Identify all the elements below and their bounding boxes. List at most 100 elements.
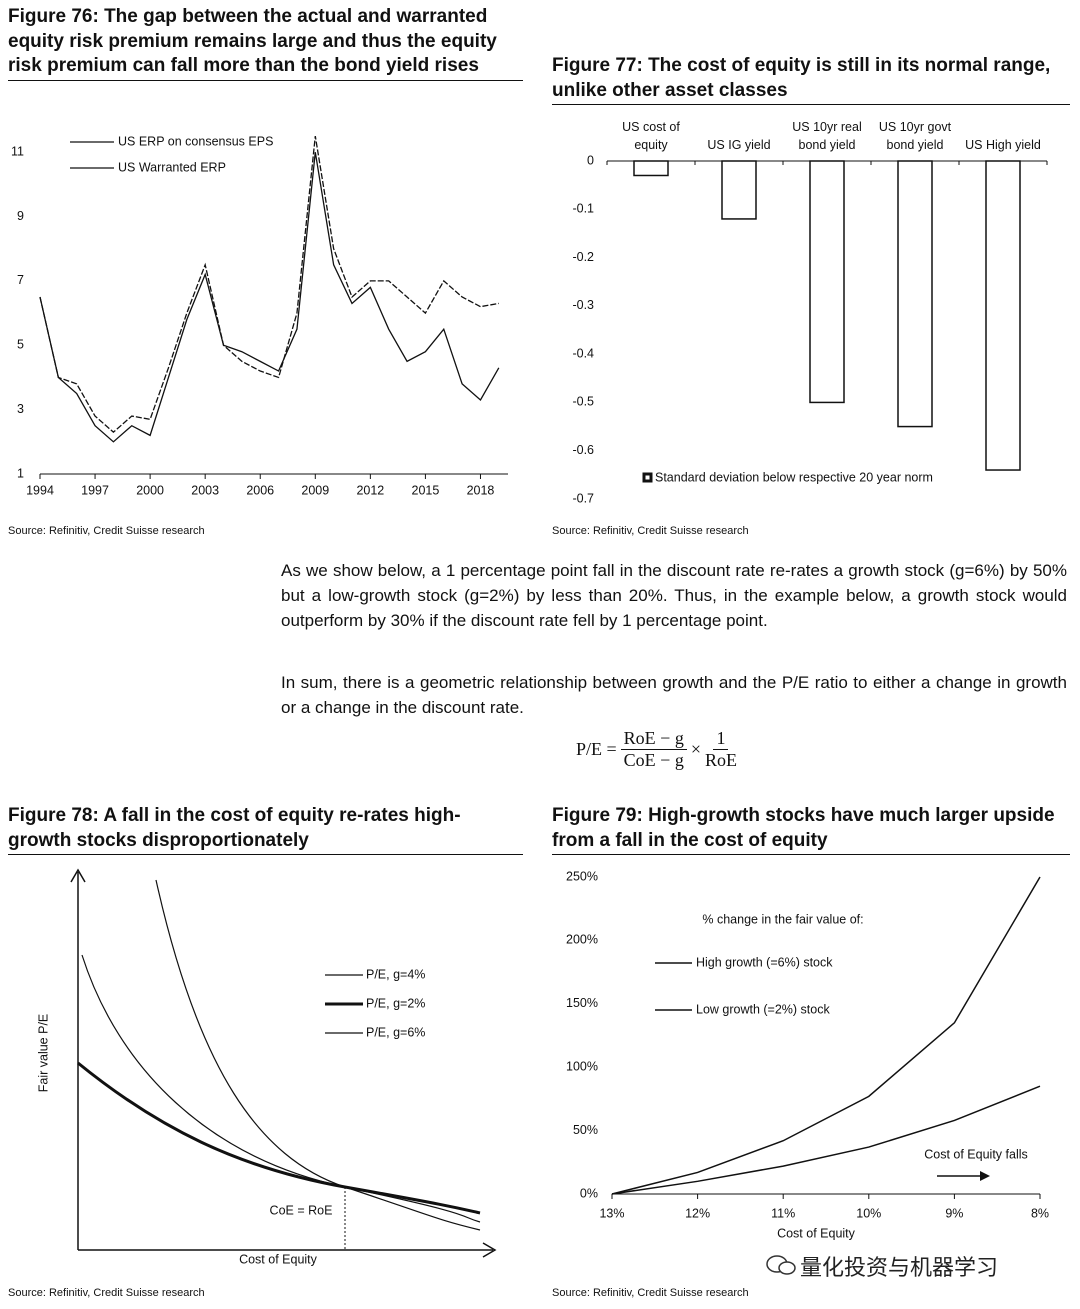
denominator: RoE <box>704 750 737 770</box>
paragraph: As we show below, a 1 percentage point f… <box>281 561 1067 630</box>
curve <box>155 879 481 1231</box>
y-tick-label: 50% <box>573 1123 598 1137</box>
x-tick-label-box: US 10yr govt bond yield <box>878 120 952 152</box>
y-tick-label: 200% <box>566 933 598 947</box>
x-tick-label: 2006 <box>246 483 274 497</box>
legend-label: US ERP on consensus EPS <box>118 134 273 148</box>
x-tick-label: 2000 <box>136 483 164 497</box>
y-tick-label: 250% <box>566 869 598 883</box>
y-tick-label: -0.2 <box>572 250 594 264</box>
denominator: CoE − g <box>623 750 684 770</box>
x-axis-label: Cost of Equity <box>239 1252 318 1266</box>
x-tick-label: US High yield <box>965 138 1041 152</box>
arrow-head <box>482 1242 497 1258</box>
figure-title: Figure 76: The gap between the actual an… <box>8 5 523 81</box>
y-tick-label: 3 <box>17 402 24 416</box>
y-tick-label: -0.6 <box>572 443 594 457</box>
chart: 0 -0.1 -0.2 -0.3 -0.4 -0.5 -0.6 -0.7 US cost of … <box>572 120 1048 505</box>
arrow-head <box>70 868 86 883</box>
watermark-icon <box>766 1255 796 1275</box>
y-tick-label: 5 <box>17 338 24 352</box>
y-tick-label: 7 <box>17 273 24 287</box>
x-tick-label: 2012 <box>356 483 384 497</box>
figure-title: Figure 77: The cost of equity is still i… <box>552 54 1070 105</box>
bar <box>633 160 669 177</box>
line <box>39 152 500 443</box>
x-tick-label: US IG yield <box>707 138 771 152</box>
y-tick-label: 9 <box>17 209 24 223</box>
legend-label: Standard deviation below respective 20 y… <box>655 470 933 484</box>
source: Source: Refinitiv, Credit Suisse researc… <box>552 525 749 537</box>
x-tick-label: 2015 <box>412 483 440 497</box>
arrow-head <box>980 1171 990 1181</box>
x-tick-label: 11% <box>771 1206 795 1220</box>
operator: × <box>690 739 701 759</box>
y-tick-label: 100% <box>566 1059 598 1073</box>
x-tick-label: 8% <box>1031 1206 1049 1220</box>
x-tick-label: US 10yr real bond yield <box>792 120 862 152</box>
formula: P/E = RoE − g CoE − g × 1 RoE <box>576 728 741 771</box>
x-tick-label: 2009 <box>301 483 329 497</box>
formula-lhs: P/E = <box>576 739 617 759</box>
legend-label: P/E, g=6% <box>366 1025 425 1039</box>
source: Source: Refinitiv, Credit Suisse researc… <box>8 525 205 537</box>
source: Source: Refinitiv, Credit Suisse researc… <box>552 1287 749 1299</box>
bar <box>809 160 845 404</box>
x-tick-label: 10% <box>856 1206 881 1220</box>
y-tick-label: -0.3 <box>572 298 594 312</box>
chart: 1994 1997 2000 2003 2006 2009 2012 2015 2018 1 3 5 7… <box>11 134 508 497</box>
paragraph: In sum, there is a geometric relationshi… <box>281 673 1067 717</box>
y-tick-label: 150% <box>566 996 598 1010</box>
y-tick-label: -0.4 <box>572 346 594 360</box>
legend-swatch <box>642 472 653 483</box>
x-tick-label: 2018 <box>467 483 495 497</box>
legend-label: US Warranted ERP <box>118 160 226 174</box>
annotation: Cost of Equity falls <box>924 1147 1028 1161</box>
figure-title: Figure 79: High-growth stocks have much … <box>552 804 1070 855</box>
x-tick-label: 9% <box>945 1206 963 1220</box>
x-tick-label: US cost of equity <box>622 120 680 152</box>
fraction: 1 RoE <box>705 728 737 771</box>
x-tick-label: 1994 <box>26 483 54 497</box>
x-tick-label-box: US IG yield <box>707 138 771 152</box>
legend-label: P/E, g=4% <box>366 967 425 981</box>
line <box>39 135 499 434</box>
y-axis-label: Fair value P/E <box>36 1014 50 1093</box>
y-tick-label: 11 <box>11 144 24 158</box>
x-tick-label-box: US High yield <box>965 138 1041 152</box>
watermark: 量化投资与机器学习 <box>800 1256 999 1281</box>
bar <box>721 160 757 220</box>
fraction: RoE − g CoE − g <box>620 728 687 771</box>
annotation: CoE = RoE <box>270 1203 333 1217</box>
y-tick-label: -0.1 <box>572 202 594 216</box>
legend-label: Low growth (=2%) stock <box>696 1002 830 1016</box>
numerator: RoE − g <box>620 728 687 750</box>
line <box>611 1085 1041 1195</box>
x-tick-label: 2003 <box>191 483 219 497</box>
y-tick-label: -0.5 <box>572 395 594 409</box>
y-tick-label: 0% <box>580 1186 598 1200</box>
x-tick-label: 13% <box>599 1206 624 1220</box>
bar <box>985 160 1021 471</box>
chart: 13% 12% 11% 10% 9% 8% 0% 50% 100% 150% 200% 250% Cos… <box>566 869 1049 1240</box>
line <box>611 876 1041 1195</box>
x-tick-label: 1997 <box>81 483 109 497</box>
curve <box>77 1061 481 1215</box>
y-tick-label: 1 <box>17 466 24 480</box>
numerator: 1 <box>713 728 729 750</box>
source: Source: Refinitiv, Credit Suisse researc… <box>8 1287 205 1299</box>
y-tick-label: -0.7 <box>572 491 594 505</box>
curve <box>81 954 481 1223</box>
legend-title: % change in the fair value of: <box>702 912 863 926</box>
x-tick-label: 12% <box>685 1206 710 1220</box>
x-tick-label-box: US 10yr real bond yield <box>792 120 862 152</box>
chart: P/E, g=4% P/E, g=2% P/E, g=6% CoE = RoE Cost… <box>36 868 497 1266</box>
x-axis-label: Cost of Equity <box>777 1226 856 1240</box>
bar <box>897 160 933 428</box>
legend-label: High growth (=6%) stock <box>696 955 833 969</box>
legend-label: P/E, g=2% <box>366 996 425 1010</box>
x-tick-label-box: US cost of equity <box>622 120 680 152</box>
x-tick-label: US 10yr govt bond yield <box>878 120 952 152</box>
figure-title: Figure 78: A fall in the cost of equity … <box>8 804 523 855</box>
